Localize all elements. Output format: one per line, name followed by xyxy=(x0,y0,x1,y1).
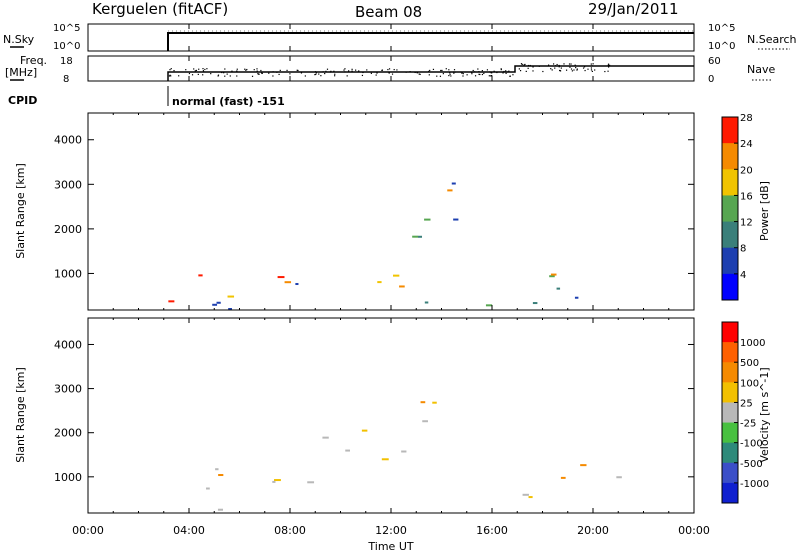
station-title: Kerguelen (fitACF) xyxy=(92,0,228,18)
nsearch-label: N.Search xyxy=(747,33,797,46)
y-tick-label: 3000 xyxy=(54,383,82,396)
freq-label-1: Freq. xyxy=(20,54,47,67)
y-tick-label: 4000 xyxy=(54,338,82,351)
colorbar-tick-label: -100 xyxy=(740,439,763,450)
y-tick-label: 4000 xyxy=(54,134,82,147)
nsearch-tick-top: 10^5 xyxy=(708,23,735,34)
date-title: 29/Jan/2011 xyxy=(588,0,679,18)
velocity-colorbar-label: Velocity [m s^-1] xyxy=(758,367,771,462)
x-tick-label: 00:00 xyxy=(678,524,710,537)
y-tick-label: 1000 xyxy=(54,267,82,280)
y-tick-label: 2000 xyxy=(54,223,82,236)
nave-label: Nave xyxy=(747,63,775,76)
x-tick-label: 00:00 xyxy=(72,524,104,537)
beam-title: Beam 08 xyxy=(355,3,422,21)
colorbar-tick-label: 24 xyxy=(740,139,753,150)
nsky-panel: N.Sky 10^5 10^0 10^5 10^0 N.Search xyxy=(3,23,797,52)
nsearch-tick-bottom: 10^0 xyxy=(708,41,735,52)
freq-label-2: [MHz] xyxy=(5,66,37,79)
colorbar-tick-label: 8 xyxy=(740,244,746,255)
colorbar-tick-label: 20 xyxy=(740,165,753,176)
colorbar-tick-label: 500 xyxy=(740,358,759,369)
cpid-text: normal (fast) -151 xyxy=(172,95,285,108)
colorbar-tick-label: 1000 xyxy=(740,338,765,349)
power-ylabel: Slant Range [km] xyxy=(14,163,27,259)
colorbar-tick-label: 28 xyxy=(740,113,753,124)
velocity-ylabel: Slant Range [km] xyxy=(14,367,27,463)
colorbar-tick-label: -25 xyxy=(740,419,756,430)
x-tick-label: 20:00 xyxy=(577,524,609,537)
x-tick-label: 04:00 xyxy=(173,524,205,537)
x-axis: 00:00 04:00 08:00 12:00 16:00 20:00 00:00 xyxy=(72,24,710,537)
colorbar-tick-label: 25 xyxy=(740,398,753,409)
power-colorbar-label: Power [dB] xyxy=(758,181,771,241)
freq-panel: Freq. [MHz] 18 8 60 0 Nave xyxy=(5,54,775,85)
colorbar-tick-label: 4 xyxy=(740,270,746,281)
freq-tick-bottom: 8 xyxy=(63,74,69,85)
colorbar-tick-label: 12 xyxy=(740,218,753,229)
velocity-panel: 1000 2000 3000 4000 Slant Range [km] 1000 50… xyxy=(14,317,771,514)
y-tick-label: 1000 xyxy=(54,471,82,484)
x-tick-label: 16:00 xyxy=(476,524,508,537)
colorbar-tick-label: 16 xyxy=(740,191,753,202)
y-tick-label: 2000 xyxy=(54,427,82,440)
cpid-label: CPID xyxy=(8,94,37,107)
x-tick-label: 12:00 xyxy=(375,524,407,537)
y-tick-label: 3000 xyxy=(54,178,82,191)
colorbar-tick-label: -500 xyxy=(740,459,763,470)
nsky-tick-top: 10^5 xyxy=(53,23,80,34)
power-colorbar: 4 8 12 16 20 24 28 xyxy=(721,113,753,301)
freq-tick-top: 18 xyxy=(60,56,73,67)
colorbar-tick-label: -1000 xyxy=(740,479,769,490)
x-tick-label: 08:00 xyxy=(274,524,306,537)
power-panel: 1000 2000 3000 4000 Slant Range [km] 4 8 12 16… xyxy=(14,112,771,311)
velocity-colorbar: 1000 500 100 25 -25 -100 -500 -1000 xyxy=(721,321,769,504)
x-axis-label: Time UT xyxy=(367,540,413,553)
nsky-label: N.Sky xyxy=(3,33,35,46)
nave-tick-top: 60 xyxy=(708,56,721,67)
colorbar-tick-label: 100 xyxy=(740,378,759,389)
nsky-tick-bottom: 10^0 xyxy=(53,41,80,52)
nave-tick-bottom: 0 xyxy=(708,74,714,85)
